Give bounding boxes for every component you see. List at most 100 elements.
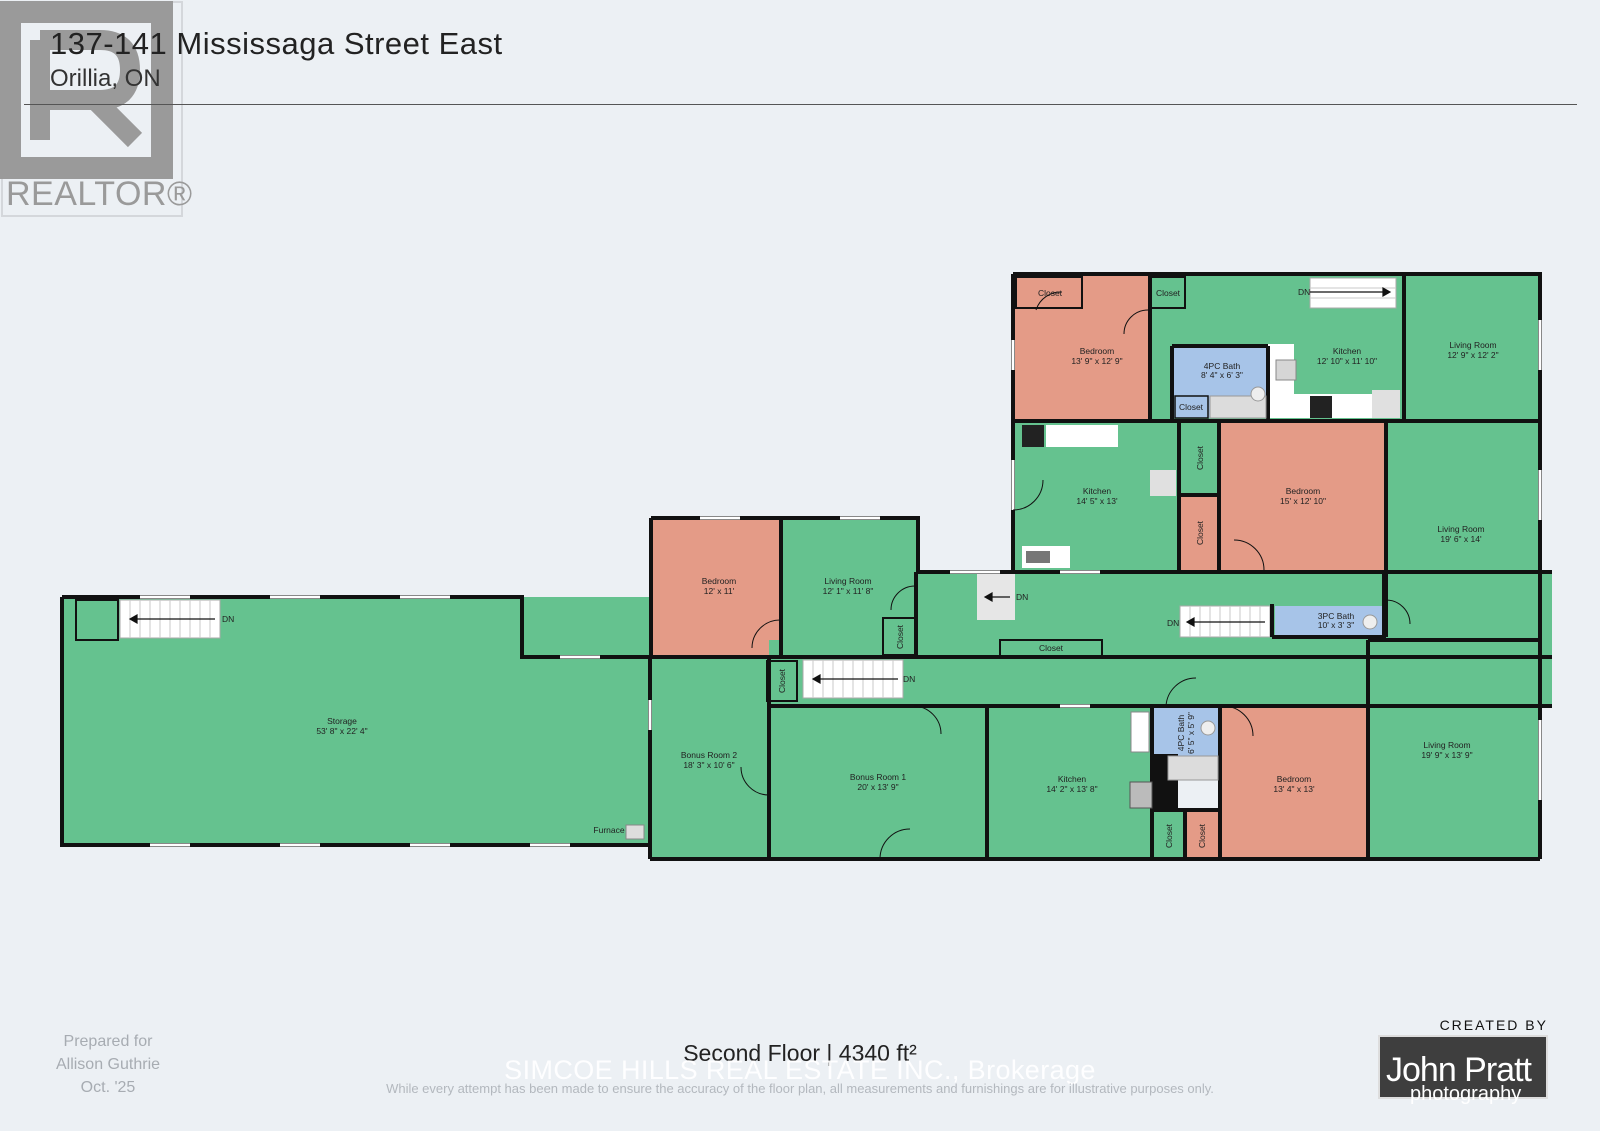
dn-landing: DN bbox=[1016, 592, 1028, 602]
dims-living-a: 12' 1" x 11' 8" bbox=[823, 586, 874, 596]
sink-basin-icon bbox=[1026, 551, 1050, 563]
label-closet-d2: Closet bbox=[1197, 823, 1207, 848]
counter-icon bbox=[1046, 425, 1118, 447]
closet-c-2 bbox=[1180, 497, 1220, 570]
sink-d-icon bbox=[1130, 711, 1150, 753]
dims-bath3: 10' x 3' 3" bbox=[1318, 620, 1355, 630]
dims-living-d: 19' 9" x 13' 9" bbox=[1421, 750, 1472, 760]
label-closet-living-a: Closet bbox=[895, 624, 905, 649]
floor-summary: Second Floor | 4340 ft² bbox=[683, 1040, 917, 1066]
dims-living-b: 12' 9" x 12' 2" bbox=[1447, 350, 1498, 360]
wall-bath3 bbox=[1270, 604, 1386, 639]
counter-b-green bbox=[1294, 344, 1400, 394]
dn-labels: DN DN DN DN DN bbox=[222, 287, 1310, 684]
label-storage: Storage bbox=[327, 716, 357, 726]
prepared-for: Prepared for Allison Guthrie Oct. '25 bbox=[38, 1030, 178, 1099]
room-bedroom-d bbox=[1220, 706, 1367, 859]
label-bonus2: Bonus Room 2 bbox=[681, 750, 737, 760]
label-closet-bedroom-b: Closet bbox=[1038, 288, 1063, 298]
fridge-b-icon bbox=[1372, 390, 1400, 418]
logo-name: John Pratt bbox=[1386, 1051, 1532, 1089]
label-living-d: Living Room bbox=[1423, 740, 1470, 750]
room-labels: Storage 53' 8" x 22' 4" Bonus Room 2 18'… bbox=[316, 288, 1498, 835]
bathtub-d-icon bbox=[1167, 755, 1219, 781]
sink-b-icon bbox=[1275, 359, 1297, 381]
dims-bedroom-a: 12' x 11' bbox=[704, 586, 735, 596]
storage-nook bbox=[75, 599, 119, 641]
label-bedroom-c: Bedroom bbox=[1286, 486, 1321, 496]
label-kitchen-d: Kitchen bbox=[1058, 774, 1087, 784]
dn-hall-mid: DN bbox=[1167, 618, 1179, 628]
room-bonus1 bbox=[769, 706, 987, 859]
dims-bedroom-b: 13' 9" x 12' 9" bbox=[1071, 356, 1122, 366]
label-closet-kitchen-b: Closet bbox=[1156, 288, 1181, 298]
windows bbox=[140, 320, 1542, 847]
dims-bedroom-c: 15' x 12' 10" bbox=[1280, 496, 1326, 506]
room-bedroom-c bbox=[1221, 421, 1384, 570]
label-closet-hall: Closet bbox=[1039, 643, 1064, 653]
label-bedroom-d: Bedroom bbox=[1277, 774, 1312, 784]
dims-kitchen-d: 14' 2" x 13' 8" bbox=[1046, 784, 1097, 794]
dims-bath4-d: 6' 5" x 5' 9" bbox=[1186, 712, 1196, 754]
prepared-line-2: Allison Guthrie bbox=[55, 1056, 161, 1073]
dn-hall-lower: DN bbox=[903, 674, 915, 684]
photographer-logo: CREATED BY John Pratt photography bbox=[1378, 1017, 1552, 1105]
wall-second-unit bbox=[1015, 421, 1388, 637]
closet-bedroom-b bbox=[1015, 276, 1083, 309]
dims-living-c: 19' 6" x 14' bbox=[1440, 534, 1482, 544]
dims-bonus2: 18' 3" x 10' 6" bbox=[683, 760, 734, 770]
closet-d-2 bbox=[1186, 812, 1218, 859]
dn-kitchen-b: DN bbox=[1298, 287, 1310, 297]
fixtures bbox=[625, 359, 1400, 840]
stove-b-icon bbox=[1310, 396, 1332, 418]
dims-bath4-b: 8' 4" x 6' 3" bbox=[1201, 370, 1243, 380]
walls bbox=[60, 272, 1552, 861]
stove-icon bbox=[1022, 425, 1044, 447]
doors bbox=[740, 291, 1411, 860]
fridge-icon bbox=[1150, 470, 1176, 496]
label-closet-bonus2: Closet bbox=[777, 668, 787, 693]
label-furnace: Furnace bbox=[593, 825, 624, 835]
label-living-b: Living Room bbox=[1449, 340, 1496, 350]
label-bath4-d: 4PC Bath bbox=[1176, 715, 1186, 752]
property-city: Orillia, ON bbox=[50, 65, 161, 92]
bathtub-b-icon bbox=[1209, 395, 1267, 419]
room-living-b bbox=[1404, 276, 1538, 419]
furnace-icon bbox=[625, 824, 645, 840]
dn-storage: DN bbox=[222, 614, 234, 624]
stairs-kitchen-b bbox=[1309, 277, 1397, 309]
label-closet-c2: Closet bbox=[1195, 520, 1205, 545]
label-bedroom-a: Bedroom bbox=[702, 576, 737, 586]
label-closet-d1: Closet bbox=[1164, 823, 1174, 848]
toilet-d-icon bbox=[1200, 720, 1216, 736]
label-kitchen-c: Kitchen bbox=[1083, 486, 1112, 496]
header-rule bbox=[24, 104, 1577, 105]
label-bath4-b: 4PC Bath bbox=[1204, 361, 1241, 371]
realtor-wordmark: REALTOR® bbox=[6, 175, 193, 213]
closet-d-1 bbox=[1154, 812, 1184, 859]
dims-bonus1: 20' x 13' 9" bbox=[857, 782, 898, 792]
room-bonus2 bbox=[651, 659, 769, 859]
toilet-icon bbox=[1250, 386, 1266, 402]
property-address: 137-141 Mississaga Street East bbox=[50, 26, 503, 61]
logo-created-by: CREATED BY bbox=[1439, 1017, 1548, 1033]
prepared-line-1: Prepared for bbox=[63, 1033, 153, 1050]
room-bedroom-a bbox=[651, 518, 780, 657]
label-closet-bath-b: Closet bbox=[1179, 402, 1204, 412]
disclaimer: While every attempt has been made to ens… bbox=[386, 1081, 1214, 1096]
closet-c-1 bbox=[1180, 421, 1220, 495]
room-living-c bbox=[1386, 421, 1538, 637]
realtor-logo bbox=[0, 1, 183, 217]
label-living-c: Living Room bbox=[1437, 524, 1484, 534]
label-closet-c1: Closet bbox=[1195, 445, 1205, 470]
label-bedroom-b: Bedroom bbox=[1080, 346, 1115, 356]
wall-middle bbox=[649, 516, 1552, 657]
logo-sub: photography bbox=[1410, 1083, 1522, 1105]
label-bonus1: Bonus Room 1 bbox=[850, 772, 906, 782]
label-living-a: Living Room bbox=[824, 576, 871, 586]
closet-bath-b bbox=[1174, 395, 1209, 419]
logo-box: John Pratt photography bbox=[1378, 1035, 1548, 1105]
room-kitchen-d bbox=[989, 706, 1152, 859]
dims-kitchen-b: 12' 10" x 11' 10" bbox=[1317, 356, 1377, 366]
